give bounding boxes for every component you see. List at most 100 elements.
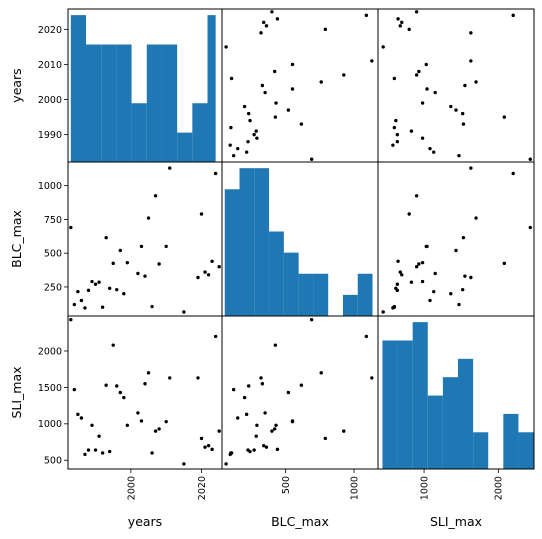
- cell-frame: [377, 161, 535, 317]
- y-tick-label: 750: [44, 215, 62, 226]
- point-years-vs-SLI_max-23: [417, 69, 421, 74]
- point-BLC_max-vs-years-1: [72, 302, 77, 307]
- point-years-vs-BLC_max-0: [309, 157, 314, 161]
- histogram-bar-years-3: [116, 44, 132, 162]
- point-SLI_max-vs-years-3: [79, 416, 84, 420]
- point-SLI_max-vs-BLC_max-30: [262, 443, 266, 448]
- y-tick-label: 500: [44, 249, 62, 260]
- histogram-bar-SLI_max-8: [503, 413, 519, 469]
- point-SLI_max-vs-years-15: [122, 395, 126, 400]
- y-tick-label: 500: [44, 456, 62, 467]
- point-BLC_max-vs-years-16: [125, 260, 130, 265]
- point-BLC_max-vs-SLI_max-11: [394, 286, 398, 291]
- point-years-vs-BLC_max-30: [262, 20, 266, 25]
- x-axis-label-SLI_max: SLI_max: [430, 514, 482, 529]
- point-BLC_max-vs-SLI_max-32: [511, 171, 515, 176]
- point-BLC_max-vs-SLI_max-8: [409, 280, 414, 284]
- point-BLC_max-vs-years-22: [153, 194, 158, 198]
- point-SLI_max-vs-years-25: [168, 376, 172, 380]
- point-BLC_max-vs-years-29: [203, 270, 207, 274]
- point-years-vs-BLC_max-29: [264, 24, 269, 28]
- point-years-vs-SLI_max-16: [420, 101, 425, 105]
- point-BLC_max-vs-years-10: [104, 235, 108, 240]
- y-tick-label: 2000: [38, 95, 62, 106]
- point-years-vs-SLI_max-13: [460, 111, 465, 116]
- point-years-vs-BLC_max-19: [260, 83, 265, 88]
- point-BLC_max-vs-years-7: [93, 282, 98, 286]
- point-BLC_max-vs-years-32: [213, 171, 218, 176]
- point-BLC_max-vs-SLI_max-22: [414, 194, 419, 198]
- cell-frame: [67, 161, 223, 317]
- point-years-vs-BLC_max-26: [224, 45, 228, 49]
- point-years-vs-SLI_max-18: [425, 87, 429, 91]
- point-SLI_max-vs-years-0: [69, 317, 73, 322]
- point-years-vs-SLI_max-20: [474, 80, 478, 84]
- point-BLC_max-vs-SLI_max-29: [398, 270, 402, 274]
- point-BLC_max-vs-years-17: [136, 271, 140, 276]
- x-tick-label: 2020: [197, 476, 208, 500]
- point-BLC_max-vs-years-31: [210, 259, 214, 263]
- point-SLI_max-vs-years-26: [182, 462, 186, 466]
- point-years-vs-BLC_max-7: [252, 132, 256, 137]
- y-tick-label: 1990: [38, 130, 62, 141]
- point-SLI_max-vs-BLC_max-15: [242, 395, 247, 400]
- point-SLI_max-vs-years-28: [199, 436, 204, 441]
- point-years-vs-BLC_max-21: [229, 76, 234, 81]
- point-years-vs-BLC_max-5: [246, 139, 250, 144]
- point-SLI_max-vs-years-19: [143, 382, 147, 386]
- histogram-bar-BLC_max-2: [254, 168, 270, 316]
- point-years-vs-SLI_max-33: [414, 10, 419, 14]
- histogram-bar-years-1: [86, 44, 102, 162]
- point-BLC_max-vs-years-19: [143, 274, 147, 278]
- point-years-vs-SLI_max-0: [528, 157, 532, 161]
- point-years-vs-SLI_max-5: [395, 139, 400, 144]
- point-years-vs-SLI_max-31: [396, 17, 400, 21]
- cell-SLI_max-vs-years: [67, 315, 223, 470]
- point-BLC_max-vs-years-21: [150, 304, 154, 309]
- histogram-bar-BLC_max-4: [283, 252, 299, 316]
- point-SLI_max-vs-years-12: [111, 343, 115, 347]
- point-SLI_max-vs-years-22: [153, 429, 158, 433]
- histogram-bar-years-5: [146, 44, 162, 162]
- point-years-vs-BLC_max-24: [290, 62, 295, 67]
- point-BLC_max-vs-SLI_max-30: [400, 273, 404, 277]
- point-years-vs-BLC_max-17: [263, 90, 267, 95]
- x-tick-label: 2000: [494, 476, 505, 500]
- point-BLC_max-vs-years-20: [146, 216, 151, 220]
- histogram-bar-years-9: [207, 15, 216, 163]
- point-SLI_max-vs-BLC_max-26: [224, 462, 228, 466]
- point-years-vs-SLI_max-27: [469, 31, 473, 35]
- point-BLC_max-vs-years-25: [168, 166, 172, 170]
- point-BLC_max-vs-SLI_max-1: [457, 302, 461, 307]
- point-BLC_max-vs-years-28: [199, 212, 204, 216]
- point-BLC_max-vs-years-11: [107, 286, 112, 291]
- point-SLI_max-vs-BLC_max-8: [254, 434, 258, 438]
- point-BLC_max-vs-SLI_max-17: [433, 271, 437, 276]
- point-SLI_max-vs-years-11: [107, 449, 112, 454]
- point-years-vs-SLI_max-17: [433, 90, 437, 95]
- point-years-vs-SLI_max-10: [461, 122, 466, 126]
- point-SLI_max-vs-years-32: [213, 334, 218, 339]
- point-BLC_max-vs-years-30: [206, 273, 211, 277]
- point-BLC_max-vs-years-18: [139, 244, 144, 249]
- point-SLI_max-vs-BLC_max-3: [236, 416, 240, 420]
- histogram-bar-SLI_max-6: [473, 432, 489, 469]
- histogram-bar-years-6: [161, 44, 178, 162]
- point-SLI_max-vs-BLC_max-32: [364, 334, 369, 339]
- point-years-vs-BLC_max-11: [248, 118, 252, 123]
- point-years-vs-SLI_max-9: [392, 125, 397, 130]
- point-years-vs-SLI_max-15: [449, 104, 453, 109]
- cell-frame: [221, 8, 379, 163]
- point-years-vs-SLI_max-26: [381, 45, 385, 49]
- cell-BLC_max-vs-SLI_max: [377, 161, 535, 317]
- point-BLC_max-vs-years-4: [83, 306, 87, 310]
- cell-BLC_max-vs-BLC_max: [221, 161, 379, 317]
- point-BLC_max-vs-years-5: [86, 288, 91, 293]
- y-tick-label: 1000: [38, 419, 62, 430]
- point-SLI_max-vs-years-23: [157, 427, 161, 431]
- point-BLC_max-vs-years-2: [76, 289, 80, 294]
- point-BLC_max-vs-years-15: [122, 292, 126, 296]
- point-SLI_max-vs-years-20: [146, 371, 151, 375]
